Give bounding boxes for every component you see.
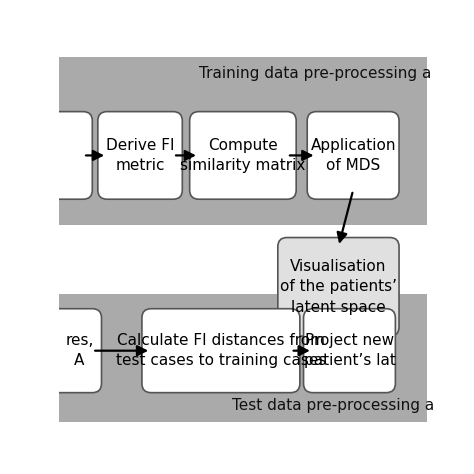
FancyBboxPatch shape (59, 57, 427, 225)
Text: Derive FI
metric: Derive FI metric (106, 138, 174, 173)
Text: Test data pre-processing a: Test data pre-processing a (232, 398, 434, 413)
FancyBboxPatch shape (59, 225, 427, 294)
Text: Visualisation
of the patients’
latent space: Visualisation of the patients’ latent sp… (280, 259, 397, 315)
Text: Training data pre-processing a: Training data pre-processing a (199, 66, 431, 81)
Text: Compute
similarity matrix: Compute similarity matrix (180, 138, 306, 173)
Text: Project new
patient’s lat: Project new patient’s lat (303, 333, 395, 368)
FancyBboxPatch shape (41, 112, 92, 199)
FancyBboxPatch shape (43, 309, 101, 392)
Text: Application
of MDS: Application of MDS (310, 138, 396, 173)
FancyBboxPatch shape (142, 309, 300, 392)
FancyBboxPatch shape (278, 237, 399, 336)
FancyBboxPatch shape (190, 112, 296, 199)
FancyBboxPatch shape (303, 309, 395, 392)
FancyBboxPatch shape (307, 112, 399, 199)
Text: res,
A: res, A (65, 333, 94, 368)
Text: Calculate FI distances from
test cases to training cases: Calculate FI distances from test cases t… (116, 333, 326, 368)
FancyBboxPatch shape (98, 112, 182, 199)
FancyBboxPatch shape (59, 294, 427, 422)
